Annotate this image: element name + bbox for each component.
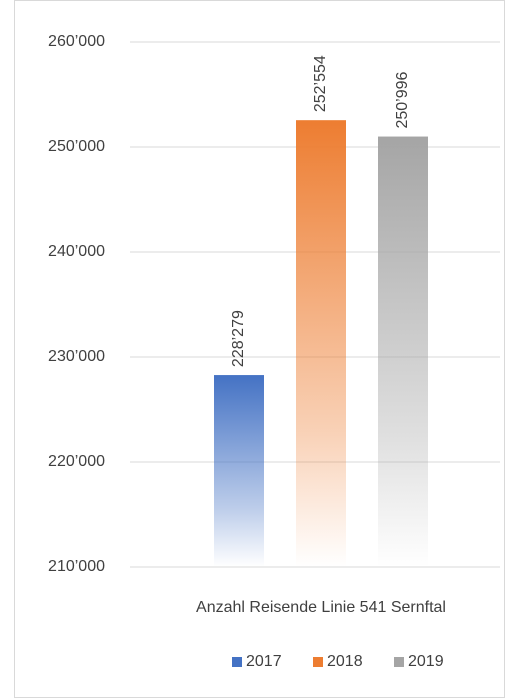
y-tick-label: 250’000	[48, 138, 105, 155]
legend-label: 2018	[327, 653, 363, 670]
bar	[296, 120, 346, 568]
legend-swatch	[232, 657, 242, 667]
y-tick-label: 210’000	[48, 558, 105, 575]
value-label: 228’279	[230, 310, 247, 367]
legend-swatch	[313, 657, 323, 667]
legend-label: 2019	[408, 653, 444, 670]
legend-label: 2017	[246, 653, 282, 670]
bar	[378, 136, 428, 568]
x-tick-label: Anzahl Reisende Linie 541 Sernftal	[196, 599, 446, 616]
y-tick-label: 230’000	[48, 348, 105, 365]
value-label: 250’996	[394, 71, 411, 128]
value-label: 252’554	[312, 55, 329, 112]
y-tick-label: 260’000	[48, 33, 105, 50]
y-tick-label: 220’000	[48, 453, 105, 470]
y-tick-label: 240’000	[48, 243, 105, 260]
bar	[214, 375, 264, 567]
legend-swatch	[394, 657, 404, 667]
